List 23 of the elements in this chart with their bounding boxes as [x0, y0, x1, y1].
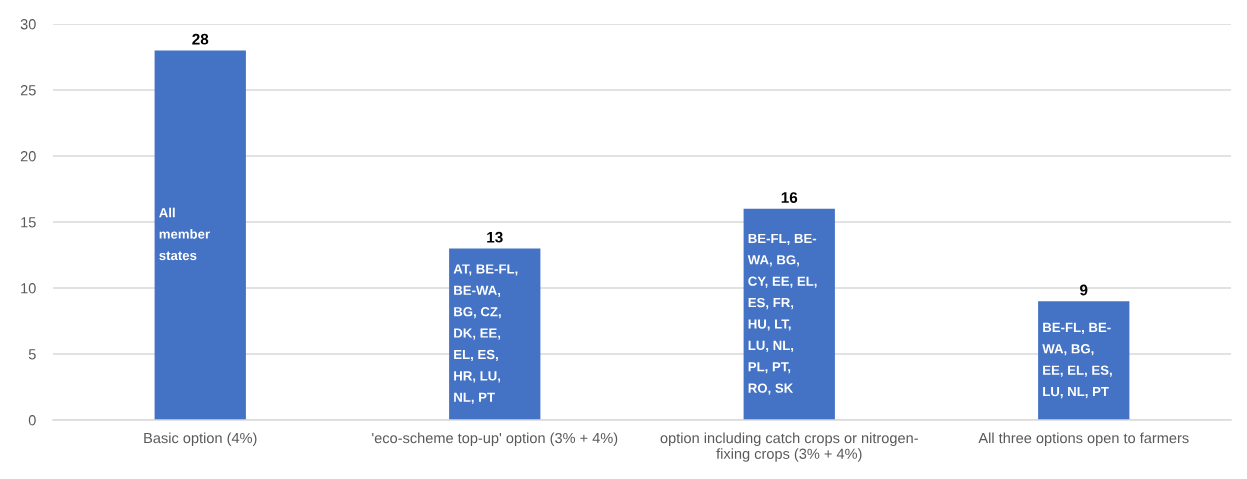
y-tick-label: 5 [28, 349, 36, 360]
y-tick-label: 30 [20, 19, 36, 30]
y-tick-label: 10 [21, 283, 36, 294]
y-tick-label: 0 [28, 415, 36, 426]
annotation: BE-FL, BE- WA, BG, EE, EL, ES, LU, NL, PT [1042, 322, 1112, 399]
bar [154, 50, 246, 420]
x-tick-label: option including catch crops or nitrogen- fixing crops (3% + 4%) [660, 432, 918, 462]
bar [449, 248, 541, 420]
y-tick-label: 20 [20, 151, 36, 162]
annotation: AT, BE-FL, BE-WA, BG, CZ, DK, EE, EL, ES, HR, LU, NL, PT [453, 264, 518, 404]
x-tick-label: All three options open to farmers [978, 432, 1189, 447]
data-label: 13 [487, 231, 503, 243]
data-label: 16 [781, 192, 798, 203]
data-label: 28 [192, 33, 209, 45]
annotation: BE-FL, BE- WA, BG, CY, EE, EL, ES, FR, HU, LT, LU, NL, PL, PT, RO, SK [747, 233, 817, 395]
data-label: 9 [1080, 284, 1088, 296]
y-tick-label: 15 [21, 217, 36, 228]
bar [1038, 301, 1130, 420]
y-tick-label: 25 [20, 85, 36, 96]
annotation: All member states [159, 207, 210, 261]
x-tick-label: Basic option (4%) [144, 432, 257, 447]
bar [743, 208, 835, 420]
x-tick-label: 'eco-scheme top-up' option (3% + 4%) [372, 432, 618, 447]
